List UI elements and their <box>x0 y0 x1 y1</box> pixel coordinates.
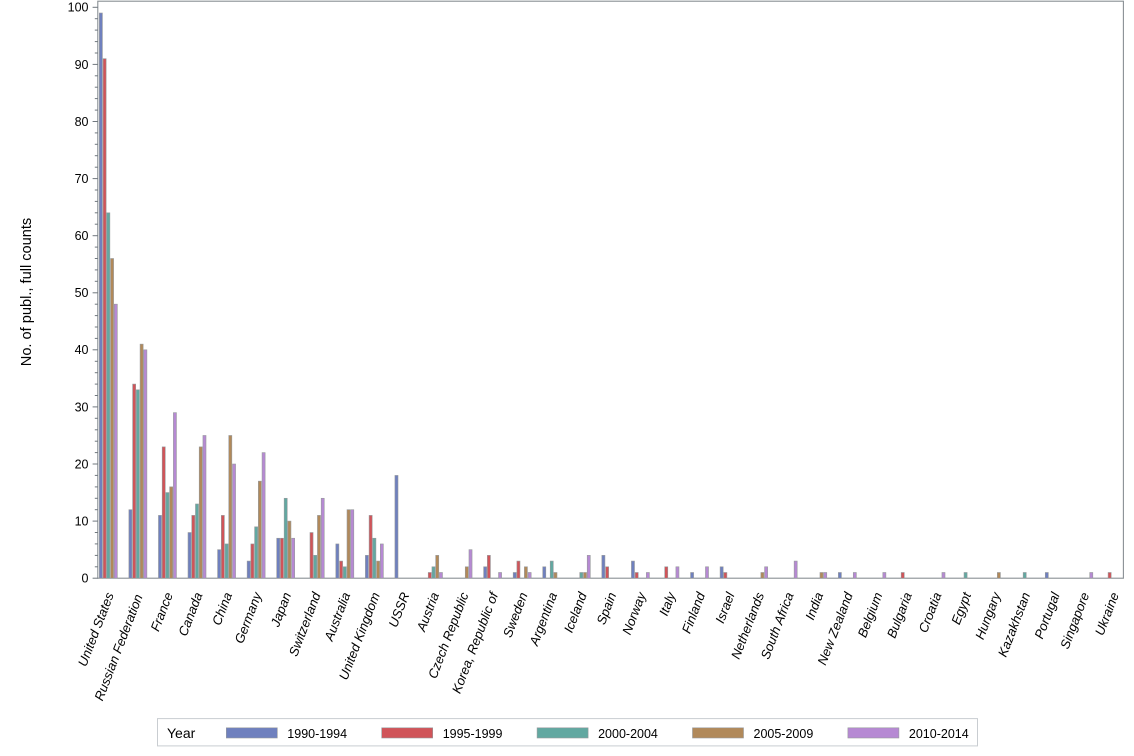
svg-text:50: 50 <box>75 286 89 300</box>
svg-text:20: 20 <box>75 457 89 471</box>
svg-text:Austria: Austria <box>413 590 442 634</box>
svg-text:Israel: Israel <box>712 589 738 625</box>
svg-text:France: France <box>147 590 176 633</box>
svg-text:Germany: Germany <box>231 589 265 646</box>
svg-text:30: 30 <box>75 400 89 414</box>
svg-text:2005-2009: 2005-2009 <box>754 727 814 741</box>
svg-text:Finland: Finland <box>679 589 709 635</box>
svg-text:USSR: USSR <box>385 590 412 629</box>
svg-text:2010-2014: 2010-2014 <box>909 727 969 741</box>
svg-text:Year: Year <box>167 725 196 741</box>
svg-text:Iceland: Iceland <box>561 589 590 634</box>
svg-text:Bulgaria: Bulgaria <box>884 590 915 640</box>
svg-text:90: 90 <box>75 58 89 72</box>
svg-text:1995-1999: 1995-1999 <box>443 727 503 741</box>
svg-text:No. of publ., full counts: No. of publ., full counts <box>19 218 35 366</box>
svg-text:80: 80 <box>75 115 89 129</box>
svg-text:70: 70 <box>75 172 89 186</box>
svg-text:Japan: Japan <box>267 590 294 629</box>
svg-text:Egypt: Egypt <box>948 589 974 627</box>
svg-text:Sweden: Sweden <box>500 590 531 639</box>
svg-text:2000-2004: 2000-2004 <box>598 727 658 741</box>
svg-text:China: China <box>209 590 235 627</box>
svg-text:10: 10 <box>75 515 89 529</box>
svg-text:Belgium: Belgium <box>855 590 886 639</box>
svg-text:60: 60 <box>75 229 89 243</box>
svg-text:1990-1994: 1990-1994 <box>287 727 347 741</box>
svg-text:Argentina: Argentina <box>526 590 560 648</box>
svg-text:100: 100 <box>68 1 89 15</box>
svg-text:Portugal: Portugal <box>1031 589 1063 641</box>
svg-text:Australia: Australia <box>321 590 353 644</box>
svg-text:0: 0 <box>82 572 89 586</box>
svg-text:Italy: Italy <box>656 589 679 618</box>
svg-text:Spain: Spain <box>593 590 619 626</box>
svg-text:India: India <box>802 590 826 622</box>
svg-text:Croatia: Croatia <box>915 590 944 635</box>
svg-text:40: 40 <box>75 343 89 357</box>
svg-text:Singapore: Singapore <box>1057 590 1092 651</box>
svg-text:Ukraine: Ukraine <box>1092 590 1122 637</box>
svg-text:Canada: Canada <box>175 590 205 638</box>
svg-text:Hungary: Hungary <box>972 589 1004 642</box>
svg-text:Norway: Norway <box>619 589 649 637</box>
